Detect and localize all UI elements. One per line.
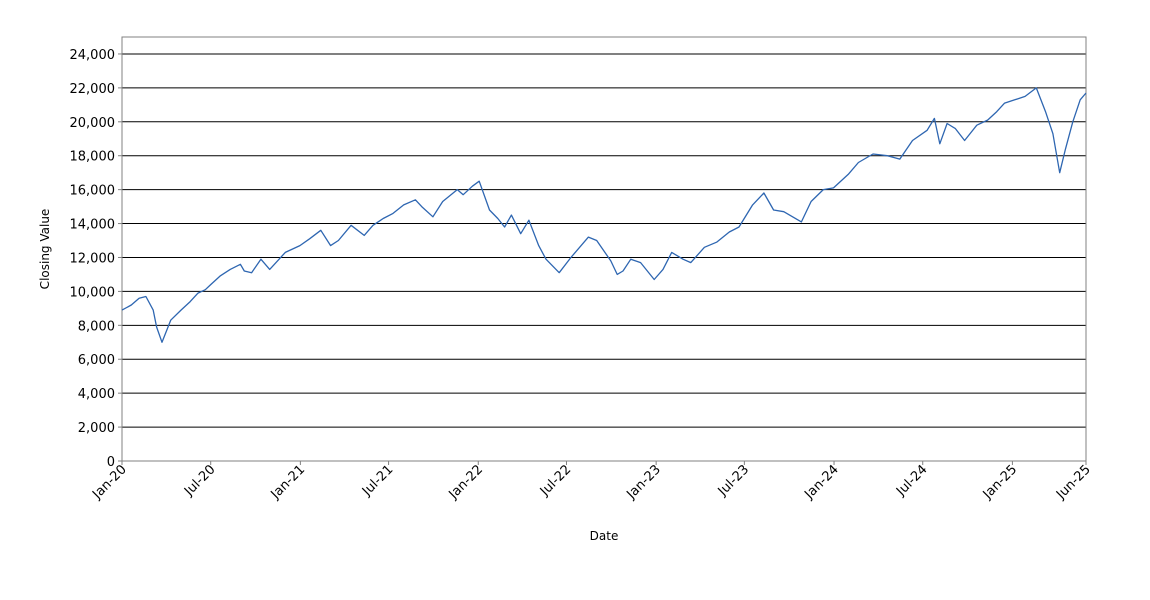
y-tick-label: 0 [107,455,115,470]
y-tick-label: 14,000 [70,218,116,233]
y-tick-label: 12,000 [70,251,116,266]
x-tick-label: Jul-24 [893,462,930,499]
x-tick-label: Jul-21 [359,462,396,499]
y-tick-label: 8,000 [78,319,115,334]
x-tick-label: Jun-25 [1053,462,1094,503]
x-tick-label: Jul-22 [537,462,574,499]
x-tick-label: Jan-24 [801,462,842,503]
x-tick-label: Jan-22 [446,462,487,503]
y-tick-label: 4,000 [78,387,115,402]
x-tick-label: Jan-21 [268,462,309,503]
x-tick-label: Jul-23 [715,462,752,499]
y-tick-label: 10,000 [70,285,116,300]
gridlines [122,53,1086,462]
y-tick-label: 18,000 [70,150,116,165]
x-tick-label: Jan-23 [623,462,664,503]
y-tick-label: 2,000 [78,421,115,436]
y-tick-label: 20,000 [70,116,116,131]
plot-area-border [121,36,1087,462]
y-axis-title: Closing Value [38,209,52,290]
x-axis-title: Date [590,529,619,543]
y-tick-label: 22,000 [70,82,116,97]
series-line [121,87,1087,343]
y-tick-label: 16,000 [70,184,116,199]
y-tick-label: 24,000 [70,48,116,63]
x-axis: Jan-20 Jul-20 Jan-21 Jul-21 Jan-22 Jul-22 Jan-… [89,461,1094,503]
x-tick-label: Jul-20 [181,462,218,499]
y-tick-label: 6,000 [78,353,115,368]
x-tick-label: Jan-25 [980,462,1021,503]
y-axis: 0 2,000 4,000 6,000 8,000 10,000 12,000 14,000 1… [70,48,122,470]
